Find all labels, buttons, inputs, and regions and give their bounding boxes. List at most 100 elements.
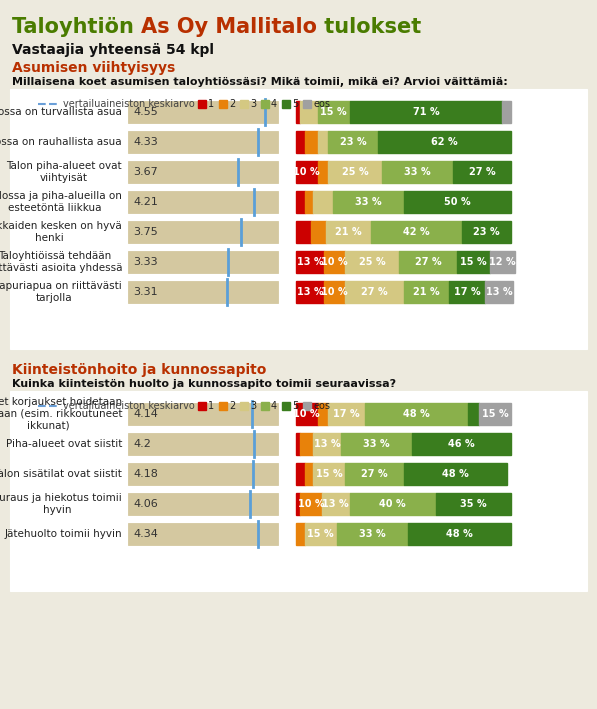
Bar — [371, 221, 461, 243]
Bar — [449, 281, 485, 303]
Text: Vastaajia yhteensä 54 kpl: Vastaajia yhteensä 54 kpl — [12, 43, 214, 57]
Bar — [128, 131, 278, 153]
Text: Jätehuolto toimii hyvin: Jätehuolto toimii hyvin — [4, 529, 122, 539]
Bar — [128, 101, 278, 123]
Bar — [404, 191, 511, 213]
Bar — [296, 251, 324, 273]
Bar — [296, 463, 304, 485]
Text: 48 %: 48 % — [442, 469, 469, 479]
Text: Taloyhtiön: Taloyhtiön — [12, 17, 141, 37]
Bar — [219, 100, 227, 108]
Bar — [337, 523, 408, 545]
Text: 3: 3 — [250, 401, 256, 411]
Text: 27 %: 27 % — [469, 167, 496, 177]
Bar — [128, 463, 278, 485]
Text: 33 %: 33 % — [404, 167, 431, 177]
Bar — [346, 281, 404, 303]
Text: 21 %: 21 % — [336, 227, 362, 237]
Text: 4.14: 4.14 — [133, 409, 158, 419]
Bar — [296, 493, 300, 515]
Bar — [318, 161, 328, 183]
Text: 13 %: 13 % — [297, 257, 324, 267]
Text: Asukkaiden kesken on hyvä
henki: Asukkaiden kesken on hyvä henki — [0, 221, 122, 242]
Bar — [404, 281, 449, 303]
Text: 3.31: 3.31 — [133, 287, 158, 297]
Bar — [300, 101, 318, 123]
Text: Kuinka kiinteistön huolto ja kunnossapito toimii seuraavissa?: Kuinka kiinteistön huolto ja kunnossapit… — [12, 379, 396, 389]
Text: 21 %: 21 % — [413, 287, 439, 297]
Text: 48 %: 48 % — [403, 409, 430, 419]
Bar — [399, 251, 457, 273]
Bar — [304, 463, 313, 485]
Text: Talossa on turvallista asua: Talossa on turvallista asua — [0, 107, 122, 117]
Text: 3.67: 3.67 — [133, 167, 158, 177]
Bar — [128, 221, 278, 243]
Bar — [313, 191, 333, 213]
Text: 10 %: 10 % — [321, 287, 348, 297]
Bar — [346, 463, 404, 485]
Text: 4.33: 4.33 — [133, 137, 158, 147]
Bar — [282, 402, 290, 410]
Text: 15 %: 15 % — [482, 409, 508, 419]
Bar — [10, 391, 587, 591]
Text: vertailuaineiston keskiarvo: vertailuaineiston keskiarvo — [63, 401, 195, 411]
Text: 71 %: 71 % — [413, 107, 439, 117]
Text: 42 %: 42 % — [403, 227, 430, 237]
Bar — [296, 281, 324, 303]
Bar — [318, 131, 328, 153]
Bar — [346, 251, 399, 273]
Bar — [457, 251, 490, 273]
Text: 27 %: 27 % — [361, 469, 388, 479]
Bar — [324, 281, 346, 303]
Text: Pienet korjaukset hoidetaan
ajallaan (esim. rikkoutuneet
ikkunat): Pienet korjaukset hoidetaan ajallaan (es… — [0, 398, 122, 430]
Text: 4.06: 4.06 — [133, 499, 158, 509]
Text: 48 %: 48 % — [446, 529, 473, 539]
Bar — [461, 221, 511, 243]
Bar — [261, 402, 269, 410]
Text: Piha-alueet ovat siistit: Piha-alueet ovat siistit — [5, 439, 122, 449]
Text: Taloyhtiöissä tehdään
riittävästi asioita yhdessä: Taloyhtiöissä tehdään riittävästi asioit… — [0, 251, 122, 273]
Bar — [128, 281, 278, 303]
Text: Talossa ja piha-alueilla on
esteetöntä liikkua: Talossa ja piha-alueilla on esteetöntä l… — [0, 191, 122, 213]
Bar — [490, 251, 515, 273]
Text: Millaisena koet asumisen taloyhtiössäsi? Mikä toimii, mikä ei? Arvioi väittämiä:: Millaisena koet asumisen taloyhtiössäsi?… — [12, 77, 508, 87]
Text: 62 %: 62 % — [431, 137, 458, 147]
Bar — [324, 251, 346, 273]
Text: 27 %: 27 % — [361, 287, 388, 297]
Text: 5: 5 — [292, 401, 298, 411]
Bar — [503, 101, 511, 123]
Text: Naapuriapua on riittävästi
tarjolla: Naapuriapua on riittävästi tarjolla — [0, 281, 122, 303]
Bar — [322, 493, 350, 515]
Bar — [303, 402, 311, 410]
Text: 33 %: 33 % — [359, 529, 386, 539]
Text: 4.21: 4.21 — [133, 197, 158, 207]
Bar — [328, 403, 365, 425]
Bar — [303, 100, 311, 108]
Bar — [350, 493, 436, 515]
Bar — [198, 100, 206, 108]
Text: 25 %: 25 % — [342, 167, 368, 177]
Text: tulokset: tulokset — [317, 17, 421, 37]
Text: 1: 1 — [208, 401, 214, 411]
Text: 13 %: 13 % — [297, 287, 324, 297]
Text: Auraus ja hiekotus toimii
hyvin: Auraus ja hiekotus toimii hyvin — [0, 493, 122, 515]
Bar — [404, 463, 507, 485]
Text: 17 %: 17 % — [333, 409, 360, 419]
Text: 40 %: 40 % — [380, 499, 406, 509]
Bar — [296, 191, 304, 213]
Text: 3: 3 — [250, 99, 256, 109]
Text: 10 %: 10 % — [294, 409, 320, 419]
Bar — [382, 161, 453, 183]
Text: 13 %: 13 % — [486, 287, 512, 297]
Bar — [311, 221, 326, 243]
Bar — [313, 433, 341, 455]
Bar — [485, 281, 513, 303]
Bar — [408, 523, 511, 545]
Bar — [128, 433, 278, 455]
Text: 4.34: 4.34 — [133, 529, 158, 539]
Text: 15 %: 15 % — [307, 529, 334, 539]
Text: vertailuaineiston keskiarvo: vertailuaineiston keskiarvo — [63, 99, 195, 109]
Bar — [378, 131, 511, 153]
Text: 3.33: 3.33 — [133, 257, 158, 267]
Bar — [296, 161, 318, 183]
